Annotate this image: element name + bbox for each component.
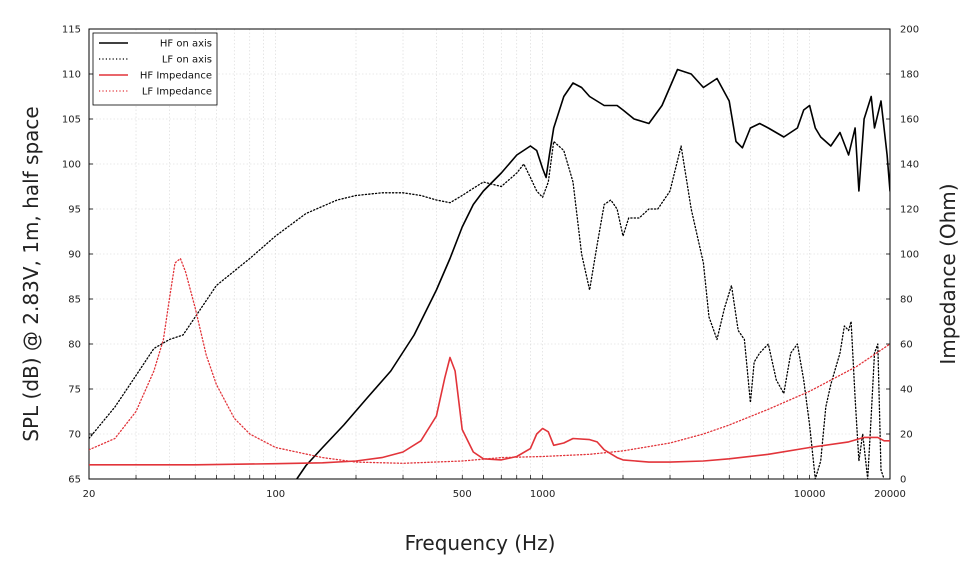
y-tick-label: 75 bbox=[68, 385, 81, 396]
y-tick-label: 105 bbox=[62, 115, 81, 126]
x-tick-label: 10000 bbox=[794, 489, 826, 500]
y2-axis-title: Impedance (Ohm) bbox=[936, 183, 960, 364]
y2-tick-label: 20 bbox=[900, 430, 913, 441]
y-tick-label: 100 bbox=[62, 160, 81, 171]
legend: HF on axis LF on axis HF Impedance LF Imped… bbox=[93, 33, 217, 105]
chart: 20 100 500 1000 10000 20000 65707580859095100… bbox=[0, 0, 978, 569]
x-tick-label: 100 bbox=[266, 489, 285, 500]
y-axis-title: SPL (dB) @ 2.83V, 1m, half space bbox=[19, 106, 43, 441]
y-tick-label: 70 bbox=[68, 430, 81, 441]
y2-tick-label: 180 bbox=[900, 70, 919, 81]
legend-label: LF on axis bbox=[162, 55, 212, 66]
y2-tick-label: 160 bbox=[900, 115, 919, 126]
x-tick-label: 1000 bbox=[530, 489, 555, 500]
x-tick-label: 20000 bbox=[874, 489, 906, 500]
y2-tick-label: 140 bbox=[900, 160, 919, 171]
y2-tick-label: 80 bbox=[900, 295, 913, 306]
x-axis-title: Frequency (Hz) bbox=[405, 531, 556, 555]
y-tick-label: 95 bbox=[68, 205, 81, 216]
x-tick-label: 500 bbox=[453, 489, 472, 500]
y-tick-label: 115 bbox=[62, 25, 81, 36]
y-tick-label: 85 bbox=[68, 295, 81, 306]
legend-label: HF Impedance bbox=[140, 71, 212, 82]
y-tick-label: 110 bbox=[62, 70, 81, 81]
y2-tick-label: 60 bbox=[900, 340, 913, 351]
y-tick-label: 65 bbox=[68, 475, 81, 486]
y-tick-label: 80 bbox=[68, 340, 81, 351]
y-tick-label: 90 bbox=[68, 250, 81, 261]
y2-tick-label: 40 bbox=[900, 385, 913, 396]
y2-tick-label: 120 bbox=[900, 205, 919, 216]
legend-label: HF on axis bbox=[160, 39, 212, 50]
legend-label: LF Impedance bbox=[142, 87, 212, 98]
x-tick-label: 20 bbox=[83, 489, 96, 500]
y2-tick-label: 100 bbox=[900, 250, 919, 261]
y2-tick-label: 0 bbox=[900, 475, 906, 486]
y2-tick-label: 200 bbox=[900, 25, 919, 36]
